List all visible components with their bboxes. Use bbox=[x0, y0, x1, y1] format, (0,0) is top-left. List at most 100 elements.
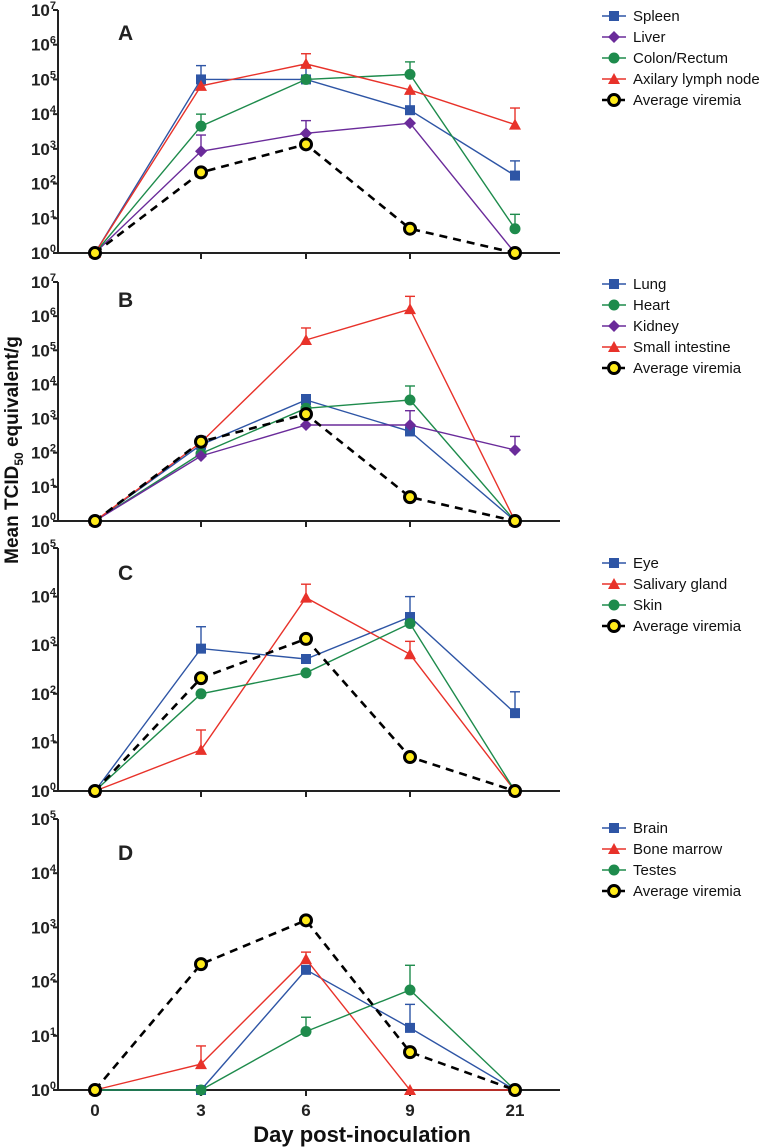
series-line bbox=[94, 63, 516, 254]
data-point bbox=[195, 743, 207, 755]
x-tick-label: 0 bbox=[90, 1101, 99, 1120]
data-point bbox=[301, 394, 311, 405]
panel-letter: B bbox=[118, 289, 133, 312]
data-point bbox=[404, 117, 416, 130]
y-tick-label: 100 bbox=[31, 781, 56, 801]
legend-entry: Kidney bbox=[633, 318, 679, 335]
series-heart bbox=[89, 385, 521, 527]
legend-entry: Average viremia bbox=[633, 92, 742, 109]
series-line bbox=[94, 73, 516, 254]
legend-marker bbox=[607, 619, 621, 633]
y-tick-label: 103 bbox=[31, 409, 56, 429]
y-tick-label: 101 bbox=[31, 477, 56, 497]
data-point bbox=[508, 514, 522, 528]
y-tick-label: 100 bbox=[31, 1080, 56, 1100]
data-point bbox=[508, 246, 522, 260]
data-point bbox=[300, 73, 312, 85]
y-tick-label: 104 bbox=[31, 863, 57, 883]
data-point bbox=[509, 223, 521, 235]
data-point bbox=[301, 654, 311, 665]
y-tick-label: 104 bbox=[31, 374, 57, 394]
data-point bbox=[404, 1084, 416, 1095]
data-point bbox=[299, 407, 313, 422]
y-tick-label: 106 bbox=[31, 306, 56, 326]
y-tick-label: 107 bbox=[31, 0, 56, 20]
data-point bbox=[300, 953, 312, 965]
data-point bbox=[404, 984, 416, 996]
series-line bbox=[94, 142, 516, 255]
series-line bbox=[94, 424, 516, 522]
panel-A: 100 101 102 103 104 105 106 107 A Spleen Liver Colo… bbox=[31, 0, 760, 263]
legend-entry: Small intestine bbox=[633, 339, 731, 356]
legend-entry: Liver bbox=[633, 29, 666, 46]
legend: Spleen Liver Colon/Rectum Axilary lymph nod… bbox=[602, 8, 760, 109]
data-point bbox=[88, 246, 102, 260]
x-tick-labels: 0 3 6 9 21 bbox=[90, 1101, 524, 1120]
legend-marker bbox=[609, 279, 619, 289]
panel-letter: D bbox=[118, 842, 133, 865]
data-point bbox=[508, 784, 522, 798]
series-average-viremia bbox=[88, 137, 522, 260]
y-tick-label: 104 bbox=[31, 587, 57, 607]
y-tick-label: 103 bbox=[31, 139, 56, 159]
x-tick-label: 21 bbox=[506, 1101, 525, 1120]
y-tick-label: 102 bbox=[31, 443, 56, 463]
legend-marker bbox=[609, 11, 619, 21]
data-point bbox=[405, 426, 415, 437]
data-point bbox=[404, 394, 416, 406]
data-point bbox=[510, 170, 520, 181]
data-point bbox=[404, 68, 416, 80]
legend-marker bbox=[607, 884, 621, 898]
data-point bbox=[403, 750, 417, 765]
legend-marker bbox=[608, 341, 620, 352]
legend-marker bbox=[608, 320, 620, 332]
data-point bbox=[195, 450, 207, 463]
data-point bbox=[509, 444, 521, 457]
series-spleen bbox=[90, 64, 520, 258]
data-point bbox=[509, 118, 521, 130]
data-point bbox=[194, 671, 208, 686]
legend-marker bbox=[608, 599, 620, 611]
legend-entry: Eye bbox=[633, 555, 659, 572]
x-axis-title: Day post-inoculation bbox=[253, 1122, 471, 1147]
data-point bbox=[404, 83, 416, 95]
panel-letter: A bbox=[118, 22, 133, 45]
panel-D: 100 101 102 103 104 105 D Brain Bone marrow Teste… bbox=[31, 809, 742, 1100]
x-tick-label: 9 bbox=[405, 1101, 414, 1120]
data-point bbox=[195, 145, 207, 158]
y-axis-title: Mean TCID50 equivalent/g bbox=[2, 336, 26, 564]
legend-entry: Salivary gland bbox=[633, 576, 727, 593]
data-point bbox=[510, 708, 520, 719]
data-point bbox=[300, 57, 312, 69]
legend-marker bbox=[608, 578, 620, 589]
data-point bbox=[195, 1058, 207, 1070]
legend-marker bbox=[608, 864, 620, 876]
data-point bbox=[300, 334, 312, 346]
data-point bbox=[404, 617, 416, 629]
legend-marker bbox=[609, 558, 619, 568]
data-point bbox=[403, 490, 417, 505]
data-point bbox=[405, 105, 415, 116]
legend-entry: Skin bbox=[633, 597, 662, 614]
x-tick-label: 6 bbox=[301, 1101, 310, 1120]
legend-entry: Axilary lymph node bbox=[633, 71, 760, 88]
data-point bbox=[88, 1083, 102, 1097]
data-point bbox=[405, 1022, 415, 1033]
y-tick-label: 101 bbox=[31, 732, 56, 752]
data-point bbox=[195, 79, 207, 91]
y-tick-label: 105 bbox=[31, 809, 56, 829]
legend-marker bbox=[608, 31, 620, 43]
series-line bbox=[94, 918, 516, 1092]
y-tick-label: 105 bbox=[31, 538, 56, 558]
legend-marker bbox=[608, 299, 620, 311]
data-point bbox=[195, 120, 207, 132]
legend-marker bbox=[608, 843, 620, 854]
x-tick-label: 3 bbox=[196, 1101, 205, 1120]
series-average-viremia bbox=[88, 913, 522, 1097]
data-point bbox=[299, 137, 313, 152]
y-tick-label: 105 bbox=[31, 69, 56, 89]
y-tick-label: 102 bbox=[31, 684, 56, 704]
panel-B: 100 101 102 103 104 105 106 107 B Lung Heart Kidney… bbox=[31, 272, 742, 531]
data-point bbox=[299, 913, 313, 928]
data-point bbox=[300, 1026, 312, 1038]
